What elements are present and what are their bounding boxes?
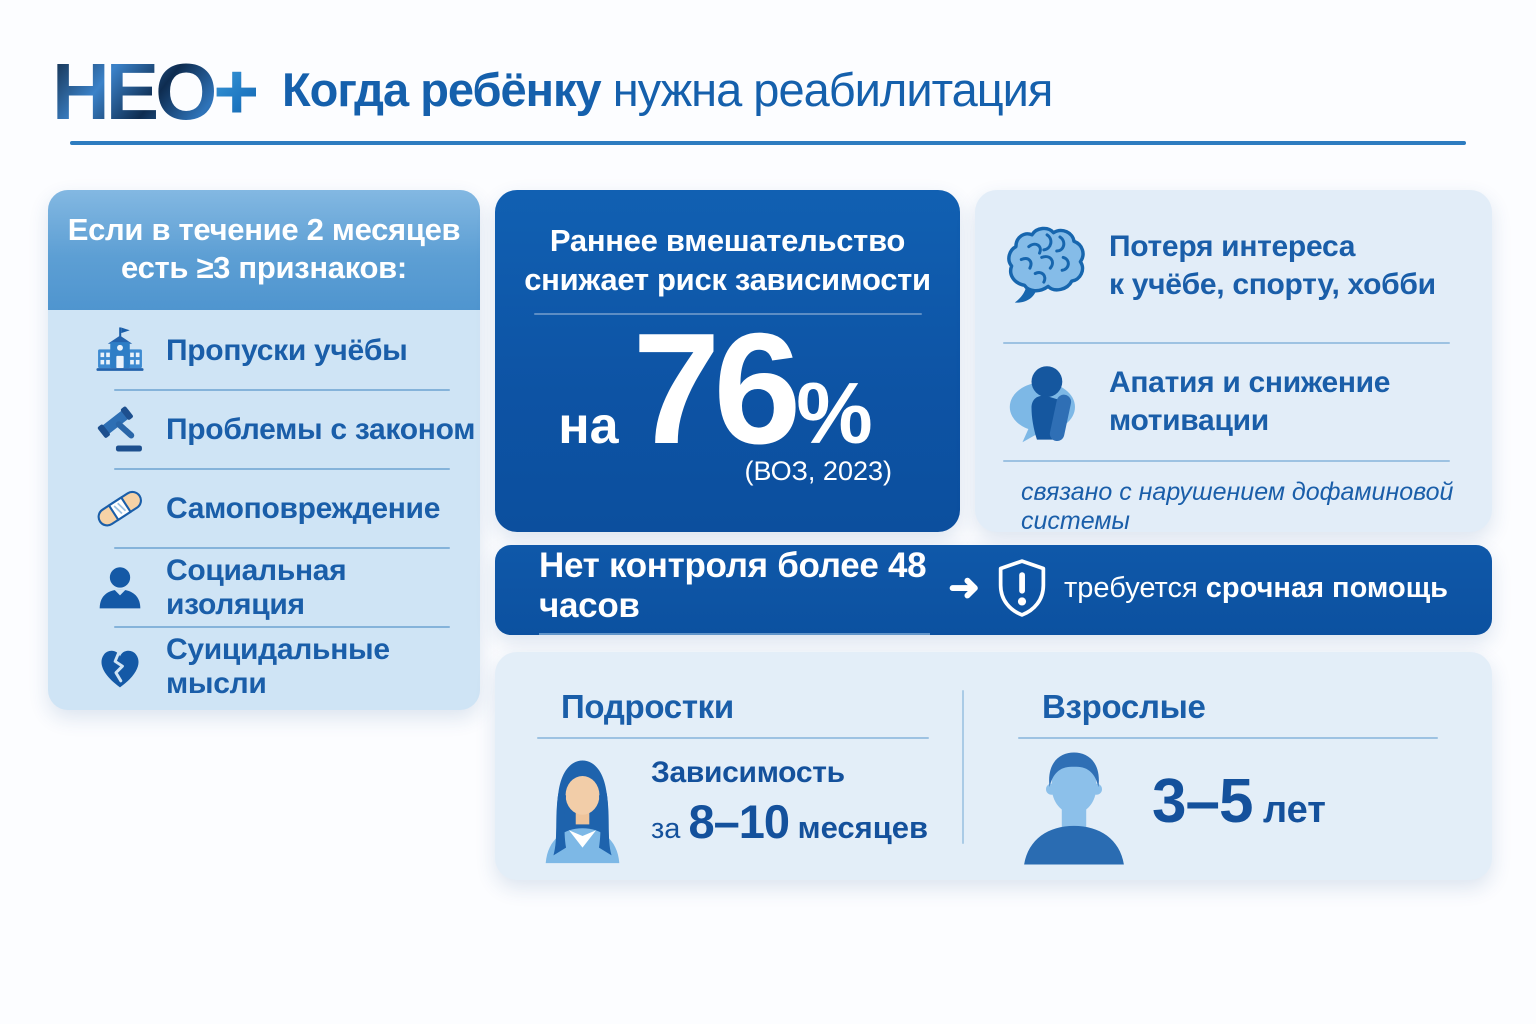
- column-title-underline: [537, 737, 929, 739]
- timeline-teens-prefix: за: [651, 813, 689, 845]
- adult-man-avatar: [1024, 752, 1124, 865]
- arrow-right-icon: ➜: [948, 566, 981, 609]
- symptoms-panel: Потеря интереса к учёбе, спорту, хобби А…: [975, 190, 1492, 535]
- alert-banner: Нет контроля более 48 часов ➜ требуется …: [495, 545, 1492, 635]
- symptom-line2: мотивации: [1109, 404, 1269, 437]
- timeline-teens-suffix: месяцев: [789, 810, 929, 845]
- bandage-icon: [97, 490, 142, 526]
- broken-heart-icon: [101, 649, 139, 687]
- list-item: Пропуски учёбы: [48, 312, 480, 389]
- stat-percent-sign: %: [796, 366, 873, 462]
- page-title: Когда ребёнку нужна реабилитация: [282, 62, 1054, 117]
- stat-source: (ВОЗ, 2023): [744, 456, 892, 487]
- timeline-teens-value: 8–10: [688, 795, 790, 848]
- timeline-adults-column: Взрослые 3–5 лет: [962, 652, 1492, 880]
- alert-action: требуется срочная помощь: [1064, 572, 1448, 605]
- timeline-teens-line2: за 8–10 месяцев: [651, 794, 928, 849]
- symptom-line1: Апатия и снижение: [1109, 366, 1391, 399]
- school-icon: [96, 326, 144, 371]
- symptom-text: Потеря интереса к учёбе, спорту, хобби: [1109, 228, 1436, 304]
- timeline-adults-value: 3–5: [1152, 767, 1253, 836]
- column-divider: [962, 690, 964, 844]
- column-title-underline: [1018, 737, 1438, 739]
- list-divider: [114, 626, 450, 628]
- signs-list: Пропуски учёбы Проблемы с законом: [48, 310, 480, 705]
- timeline-adults-suffix: лет: [1252, 789, 1326, 831]
- stat-card: Раннее вмешательство снижает риск зависи…: [495, 190, 960, 532]
- person-icon: [99, 566, 141, 608]
- list-divider: [114, 389, 450, 391]
- title-divider: [70, 141, 1466, 145]
- list-item: Проблемы с законом: [48, 391, 480, 468]
- signs-header-line1: Если в течение 2 месяцев: [67, 212, 461, 247]
- shield-alert-icon: [998, 559, 1046, 617]
- list-divider: [114, 468, 450, 470]
- sign-label: Социальная изоляция: [166, 553, 347, 621]
- timeline-teens-column: Подростки Зависимость за 8–10 месяцев: [495, 652, 962, 880]
- brand-logo-plus-icon: +: [213, 47, 260, 136]
- sign-label: Пропуски учёбы: [166, 333, 408, 367]
- alert-action-regular: требуется: [1064, 571, 1206, 604]
- stat-prefix: на: [558, 397, 619, 455]
- stat-value: 76: [632, 301, 802, 477]
- signs-panel-header: Если в течение 2 месяцев есть ≥3 признак…: [48, 190, 480, 310]
- apathy-icon: [1009, 366, 1075, 443]
- signs-header-line2: есть ≥3 признаков:: [121, 250, 407, 285]
- list-divider: [1003, 460, 1450, 462]
- page-title-regular: нужна реабилитация: [600, 63, 1054, 116]
- list-item: Апатия и снижение мотивации: [975, 344, 1492, 460]
- list-item: Потеря интереса к учёбе, спорту, хобби: [975, 190, 1492, 342]
- symptoms-note: связано с нарушением дофаминовой системы: [1021, 478, 1454, 535]
- sign-label: Самоповреждение: [166, 491, 441, 525]
- stat-heading: Раннее вмешательство снижает риск зависи…: [495, 221, 960, 299]
- column-title: Взрослые: [1042, 688, 1206, 725]
- list-item: Суицидальные мысли: [48, 628, 480, 705]
- symptom-text: Апатия и снижение мотивации: [1109, 364, 1390, 440]
- timeline-teens-line1: Зависимость: [651, 756, 845, 789]
- sign-label: Суицидальные мысли: [166, 632, 390, 700]
- timeline-adults-row: 3–5 лет: [1018, 747, 1492, 865]
- timeline-adults-value-row: 3–5 лет: [1152, 766, 1326, 865]
- brand-logo: НЕО+: [52, 47, 260, 136]
- brain-icon: [1007, 226, 1085, 303]
- signs-panel: Если в течение 2 месяцев есть ≥3 признак…: [48, 190, 480, 710]
- list-divider: [1003, 342, 1450, 344]
- timeline-teens-text: Зависимость за 8–10 месяцев: [651, 756, 928, 865]
- teen-girl-avatar: [545, 760, 620, 864]
- stat-heading-line2: снижает риск зависимости: [524, 262, 931, 297]
- column-title: Подростки: [561, 688, 734, 725]
- alert-condition: Нет контроля более 48 часов: [539, 546, 931, 635]
- stat-value-row: на 76 %: [483, 301, 948, 477]
- symptom-line1: Потеря интереса: [1109, 230, 1356, 263]
- stat-heading-line1: Раннее вмешательство: [549, 223, 906, 258]
- symptom-line2: к учёбе, спорту, хобби: [1109, 268, 1436, 301]
- list-divider: [114, 547, 450, 549]
- stat-divider: [533, 313, 922, 315]
- timeline-teens-row: Зависимость за 8–10 месяцев: [537, 747, 962, 865]
- list-item: Самоповреждение: [48, 470, 480, 547]
- list-item: Социальная изоляция: [48, 549, 480, 626]
- gavel-icon: [97, 406, 142, 452]
- timeline-panel: Подростки Зависимость за 8–10 месяцев Вз…: [495, 652, 1492, 880]
- page-title-bold: Когда ребёнку: [282, 63, 602, 116]
- sign-label: Проблемы с законом: [166, 412, 476, 446]
- alert-action-bold: срочная помощь: [1205, 571, 1448, 604]
- brand-logo-text: НЕО: [52, 47, 214, 136]
